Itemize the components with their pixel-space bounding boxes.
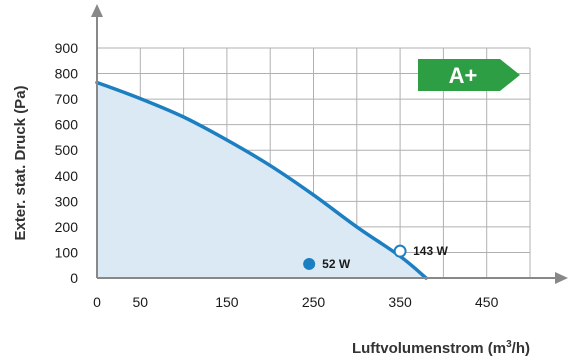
energy-class-badge: A+ (418, 59, 520, 91)
x-tick-label: 350 (388, 294, 412, 310)
x-tick-label: 250 (302, 294, 326, 310)
y-tick-label: 800 (55, 66, 79, 82)
y-tick-label: 700 (55, 91, 79, 107)
y-tick-label: 300 (55, 193, 79, 209)
y-tick-labels: 0 100 200 300 400 500 600 700 800 900 (55, 40, 79, 286)
axes (91, 4, 568, 284)
y-axis-title: Exter. stat. Druck (Pa) (12, 85, 29, 240)
y-tick-label: 900 (55, 40, 79, 56)
operating-points: 52 W 143 W (303, 244, 448, 271)
y-tick-label: 500 (55, 142, 79, 158)
operating-point-label: 143 W (413, 244, 448, 258)
fan-curve-line (95, 80, 428, 280)
x-tick-label: 450 (475, 294, 499, 310)
energy-class-label: A+ (449, 63, 478, 88)
operating-point-label: 52 W (322, 257, 351, 271)
y-tick-label: 100 (55, 244, 79, 260)
x-tick-label: 0 (93, 294, 101, 310)
curve-area-fill (97, 82, 427, 278)
x-axis-title: Luftvolumenstrom (m3/h) (352, 339, 530, 357)
x-tick-labels: 0 50 150 250 350 450 (93, 294, 498, 310)
y-axis-arrow (91, 4, 103, 17)
x-tick-label: 50 (133, 294, 149, 310)
x-tick-label: 150 (215, 294, 239, 310)
y-tick-label: 400 (55, 168, 79, 184)
energy-class-arrow (418, 59, 520, 91)
operating-point-marker (303, 257, 316, 270)
y-tick-label: 200 (55, 219, 79, 235)
operating-point-marker (393, 244, 407, 258)
y-tick-label: 600 (55, 117, 79, 133)
x-axis-arrow (555, 272, 568, 284)
y-tick-label: 0 (70, 270, 78, 286)
